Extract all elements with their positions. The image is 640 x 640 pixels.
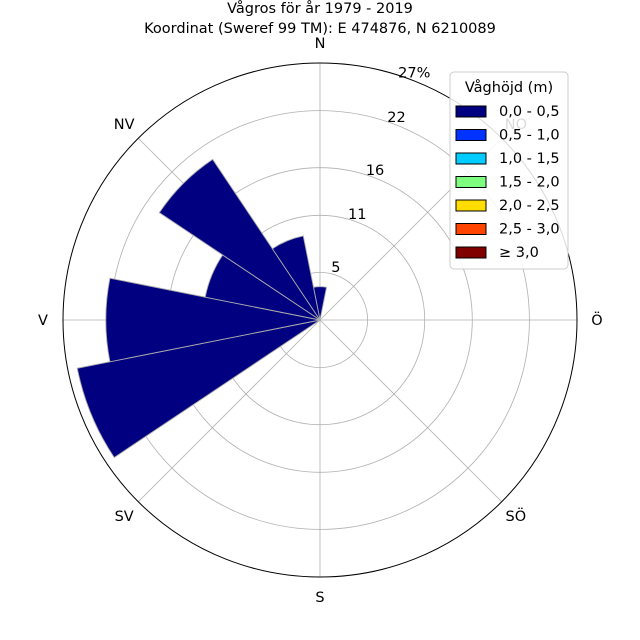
legend-label-5: 2,5 - 3,0	[499, 222, 560, 238]
direction-labels: NNOÖSÖSSVVNV	[38, 36, 603, 606]
radial-tick-label: 11	[348, 207, 366, 223]
legend-swatch-2	[455, 152, 487, 165]
outer-frame-circle	[62, 62, 578, 578]
legend-swatch-3	[455, 176, 487, 188]
legend-items: 0,0 - 0,5 0,5 - 1,0 1,0 - 1,5 1,5 - 2,0 2,0 …	[455, 104, 560, 261]
radial-tick-label: 27%	[398, 66, 430, 82]
wave-bar-15	[271, 235, 321, 321]
direction-label-6: V	[38, 313, 48, 329]
legend-swatch-4	[455, 199, 487, 212]
direction-label-2: Ö	[591, 311, 602, 329]
legend-label-6: ≥ 3,0	[499, 245, 539, 261]
legend-swatch-0	[455, 105, 487, 118]
direction-label-0: N	[315, 36, 326, 52]
legend-swatch-5	[455, 223, 487, 235]
wave-bar-14	[158, 158, 321, 321]
chart-subtitle: Koordinat (Sweref 99 TM): E 474876, N 62…	[144, 21, 496, 37]
direction-label-7: NV	[114, 117, 135, 133]
legend-swatch-6	[455, 246, 487, 259]
legend-label-0: 0,0 - 0,5	[499, 104, 560, 120]
legend-title: Våghöjd (m)	[465, 79, 553, 96]
direction-label-5: SV	[115, 509, 134, 525]
wave-bars	[76, 158, 328, 459]
radial-tick-label: 16	[366, 163, 384, 179]
radial-tick-label: 22	[387, 110, 405, 126]
grid-spoke-5	[137, 319, 321, 503]
legend: Våghöjd (m) 0,0 - 0,5 0,5 - 1,0 1,0 - 1,5 1…	[449, 71, 569, 270]
radial-tick-labels: 5 11 16 22 27%	[331, 66, 430, 276]
direction-label-4: S	[315, 590, 324, 606]
legend-label-3: 1,5 - 2,0	[499, 175, 560, 191]
direction-label-3: SÖ	[506, 507, 527, 525]
chart-title: Vågros för år 1979 - 2019	[227, 0, 413, 17]
legend-box	[449, 71, 569, 270]
wave-bar-12	[105, 277, 321, 363]
legend-label-2: 1,0 - 1,5	[499, 151, 560, 167]
legend-label-4: 2,0 - 2,5	[499, 198, 560, 214]
grid-spoke-3	[319, 319, 503, 503]
radial-tick-label: 5	[331, 260, 340, 276]
wave-bar-11	[76, 319, 321, 459]
legend-swatch-1	[455, 129, 487, 141]
legend-label-1: 0,5 - 1,0	[499, 128, 560, 144]
